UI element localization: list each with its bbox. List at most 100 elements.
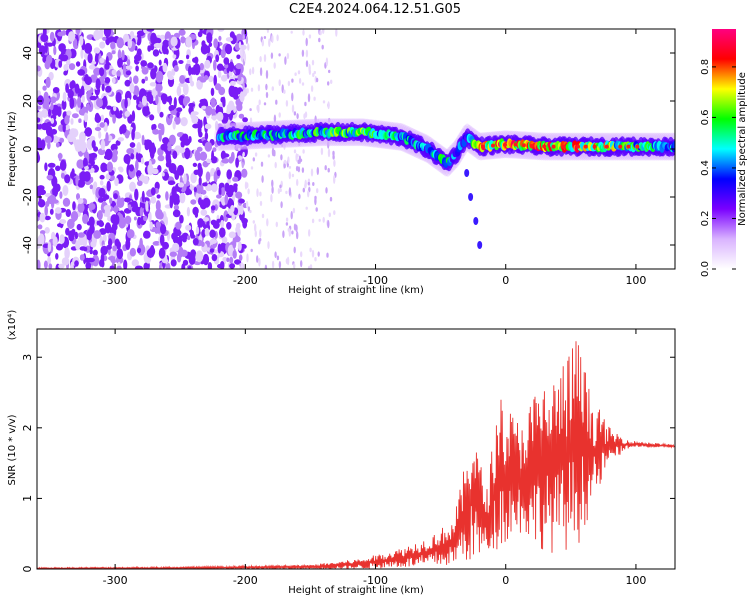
noise-blob [271, 86, 274, 91]
ridge-peak [561, 144, 566, 149]
noise-blob [288, 165, 292, 169]
noise-blob [82, 213, 89, 224]
noise-blob [302, 187, 305, 193]
noise-blob [162, 258, 169, 264]
noise-blob [47, 241, 52, 253]
noise-blob [173, 97, 177, 109]
noise-blob [265, 91, 269, 99]
y-tick-label: -20 [21, 188, 34, 206]
tail-point [464, 169, 470, 177]
noise-blob [251, 66, 255, 75]
noise-blob [190, 199, 197, 205]
noise-blob [199, 62, 204, 71]
noise-blob [302, 29, 305, 36]
noise-blob [220, 228, 225, 238]
noise-blob [169, 134, 176, 145]
noise-blob [151, 168, 159, 175]
noise-blob [173, 204, 179, 211]
noise-blob [327, 140, 330, 149]
noise-blob [187, 235, 191, 241]
noise-blob [227, 178, 232, 184]
noise-blob [173, 199, 178, 206]
noise-blob [226, 169, 232, 180]
noise-blob [37, 95, 44, 106]
noise-blob [59, 219, 67, 225]
noise-blob [44, 42, 48, 54]
noise-blob [235, 157, 240, 168]
noise-blob [228, 61, 235, 72]
noise-blob [79, 35, 84, 46]
noise-blob [180, 249, 188, 257]
noise-blob [221, 236, 228, 244]
noise-blob [153, 42, 162, 49]
noise-blob [176, 164, 185, 176]
noise-blob [88, 216, 95, 227]
noise-blob [285, 217, 289, 222]
noise-blob [46, 174, 54, 180]
noise-blob [278, 112, 281, 118]
noise-blob [271, 186, 274, 194]
noise-blob [74, 260, 79, 267]
ridge-peak [583, 144, 588, 149]
noise-blob [173, 65, 179, 72]
noise-blob [129, 247, 136, 257]
noise-blob [115, 140, 121, 146]
noise-blob [296, 178, 299, 187]
snr-series-line [37, 341, 675, 569]
noise-blob [288, 228, 291, 237]
noise-blob [220, 49, 226, 59]
noise-blob [87, 53, 93, 64]
noise-blob [89, 249, 93, 255]
noise-blob [67, 89, 74, 99]
noise-blob [242, 33, 245, 41]
noise-blob [278, 79, 281, 87]
noise-blob [99, 180, 104, 186]
y-tick-label: 0 [21, 566, 34, 573]
noise-blob [241, 161, 244, 169]
noise-blob [250, 166, 254, 170]
noise-blob [242, 151, 245, 157]
noise-blob [174, 115, 181, 125]
noise-blob [112, 245, 117, 252]
noise-blob [237, 155, 243, 161]
noise-blob [204, 75, 209, 81]
noise-blob [192, 162, 198, 167]
noise-blob [213, 59, 217, 71]
noise-blob [98, 131, 102, 139]
noise-blob [209, 248, 215, 253]
noise-blob [89, 95, 98, 101]
noise-blob [65, 209, 72, 217]
colorbar-tick-label: 0.0 [700, 261, 711, 277]
noise-blob [55, 165, 61, 172]
noise-blob [55, 142, 60, 148]
noise-blob [108, 36, 116, 44]
noise-blob [191, 115, 199, 124]
noise-blob [214, 204, 218, 211]
noise-blob [198, 131, 203, 138]
noise-blob [140, 60, 148, 67]
noise-blob [333, 210, 336, 216]
noise-blob [245, 200, 249, 209]
noise-blob [37, 111, 46, 117]
noise-blob [64, 247, 70, 260]
noise-blob [141, 67, 149, 75]
x-axis-label: Height of straight line (km) [288, 585, 424, 596]
noise-blob [93, 181, 98, 190]
noise-blob [223, 210, 229, 223]
noise-blob [321, 44, 324, 50]
noise-blob [160, 224, 167, 235]
noise-blob [291, 78, 294, 83]
noise-blob [112, 149, 118, 156]
noise-blob [199, 151, 208, 161]
noise-blob [210, 219, 217, 226]
noise-blob [135, 159, 139, 172]
noise-blob [65, 83, 69, 93]
noise-blob [149, 114, 155, 121]
noise-blob [146, 29, 155, 32]
noise-blob [192, 123, 200, 129]
noise-blob [256, 188, 259, 198]
noise-blob [307, 265, 311, 269]
noise-blob [37, 185, 45, 191]
noise-blob [99, 174, 105, 180]
noise-blob [169, 114, 174, 120]
